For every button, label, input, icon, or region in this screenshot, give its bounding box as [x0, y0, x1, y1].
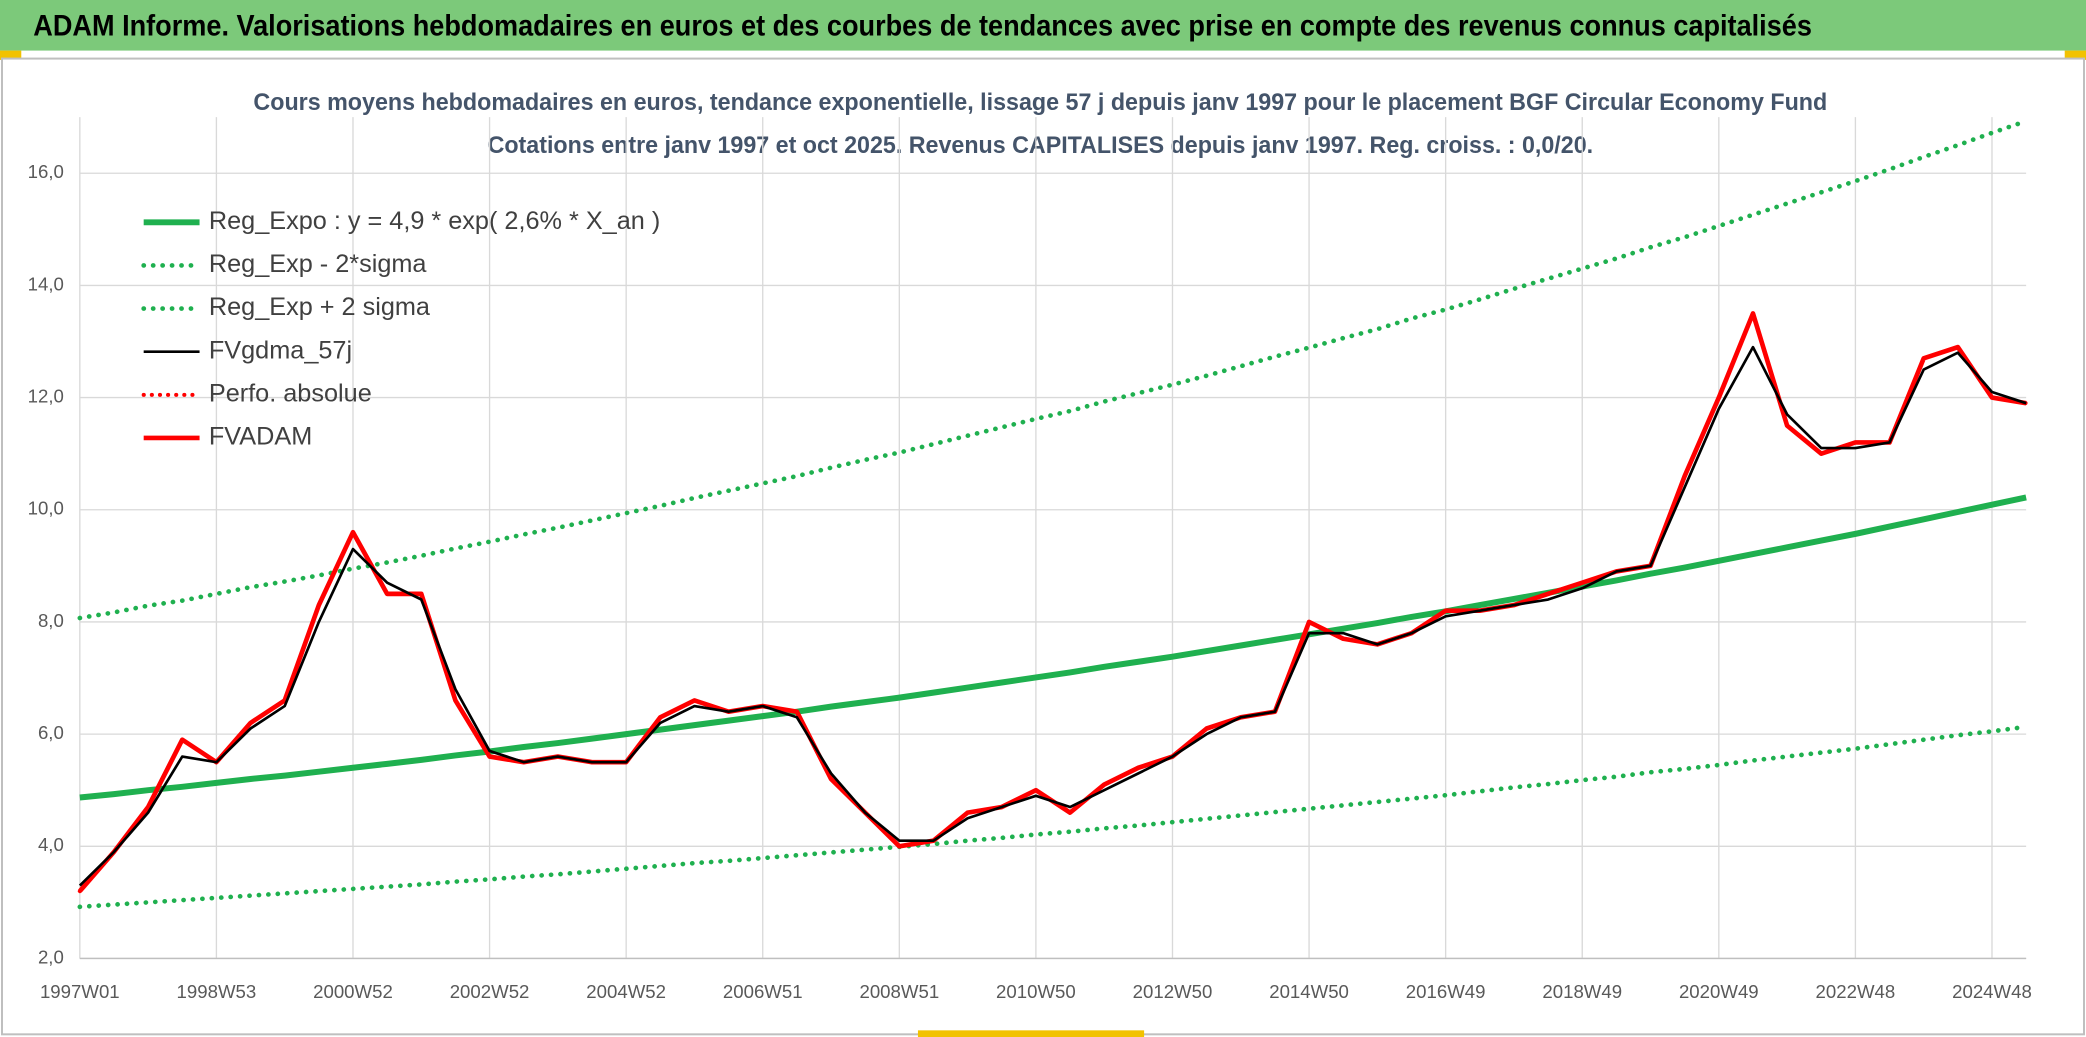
x-tick-label: 2014W50 — [1269, 981, 1349, 1002]
y-tick-label: 14,0 — [28, 273, 64, 294]
x-tick-label: 2022W48 — [1816, 981, 1896, 1002]
legend-label: FVgdma_57j — [209, 336, 352, 364]
x-tick-label: 2018W49 — [1542, 981, 1622, 1002]
y-tick-label: 8,0 — [38, 610, 64, 631]
y-tick-label: 2,0 — [38, 946, 64, 967]
legend-label: Perfo. absolue — [209, 379, 372, 407]
x-tick-label: 1998W53 — [177, 981, 257, 1002]
x-tick-label: 2020W49 — [1679, 981, 1759, 1002]
banner-bg — [0, 0, 2086, 51]
y-tick-label: 16,0 — [28, 161, 64, 182]
series-line — [78, 345, 2027, 887]
x-tick-label: 2002W52 — [450, 981, 530, 1002]
x-tick-label: 2000W52 — [313, 981, 393, 1002]
y-tick-label: 6,0 — [38, 722, 64, 743]
legend-label: Reg_Exp - 2*sigma — [209, 250, 428, 278]
banner-title: ADAM Informe. Valorisations hebdomadaire… — [33, 11, 1812, 43]
x-tick-label: 2016W49 — [1406, 981, 1486, 1002]
x-tick-label: 2006W51 — [723, 981, 803, 1002]
corner — [0, 50, 22, 60]
chart-title: Cours moyens hebdomadaires en euros, ten… — [253, 89, 1827, 116]
legend-label: Reg_Expo : y = 4,9 * exp( 2,6% * X_an ) — [209, 207, 660, 235]
y-tick-label: 12,0 — [28, 386, 64, 407]
x-tick-label: 2004W52 — [586, 981, 666, 1002]
legend-label: Reg_Exp + 2 sigma — [209, 293, 431, 321]
y-tick-label: 4,0 — [38, 834, 64, 855]
series-line — [79, 494, 2027, 801]
x-tick-label: 2024W48 — [1952, 981, 2032, 1002]
x-tick-label: 2012W50 — [1133, 981, 1213, 1002]
chart-subtitle: Cotations entre janv 1997 et oct 2025. R… — [488, 132, 1594, 159]
chart-frame — [0, 57, 2086, 1036]
x-tick-label: 2010W50 — [996, 981, 1076, 1002]
legend-label: FVADAM — [209, 423, 312, 451]
corner — [2064, 50, 2086, 60]
x-tick-label: 1997W01 — [40, 981, 120, 1002]
x-tick-label: 2008W51 — [859, 981, 939, 1002]
series-line — [77, 118, 2029, 621]
y-tick-label: 10,0 — [28, 498, 64, 519]
bottom-strip — [917, 1030, 1145, 1037]
